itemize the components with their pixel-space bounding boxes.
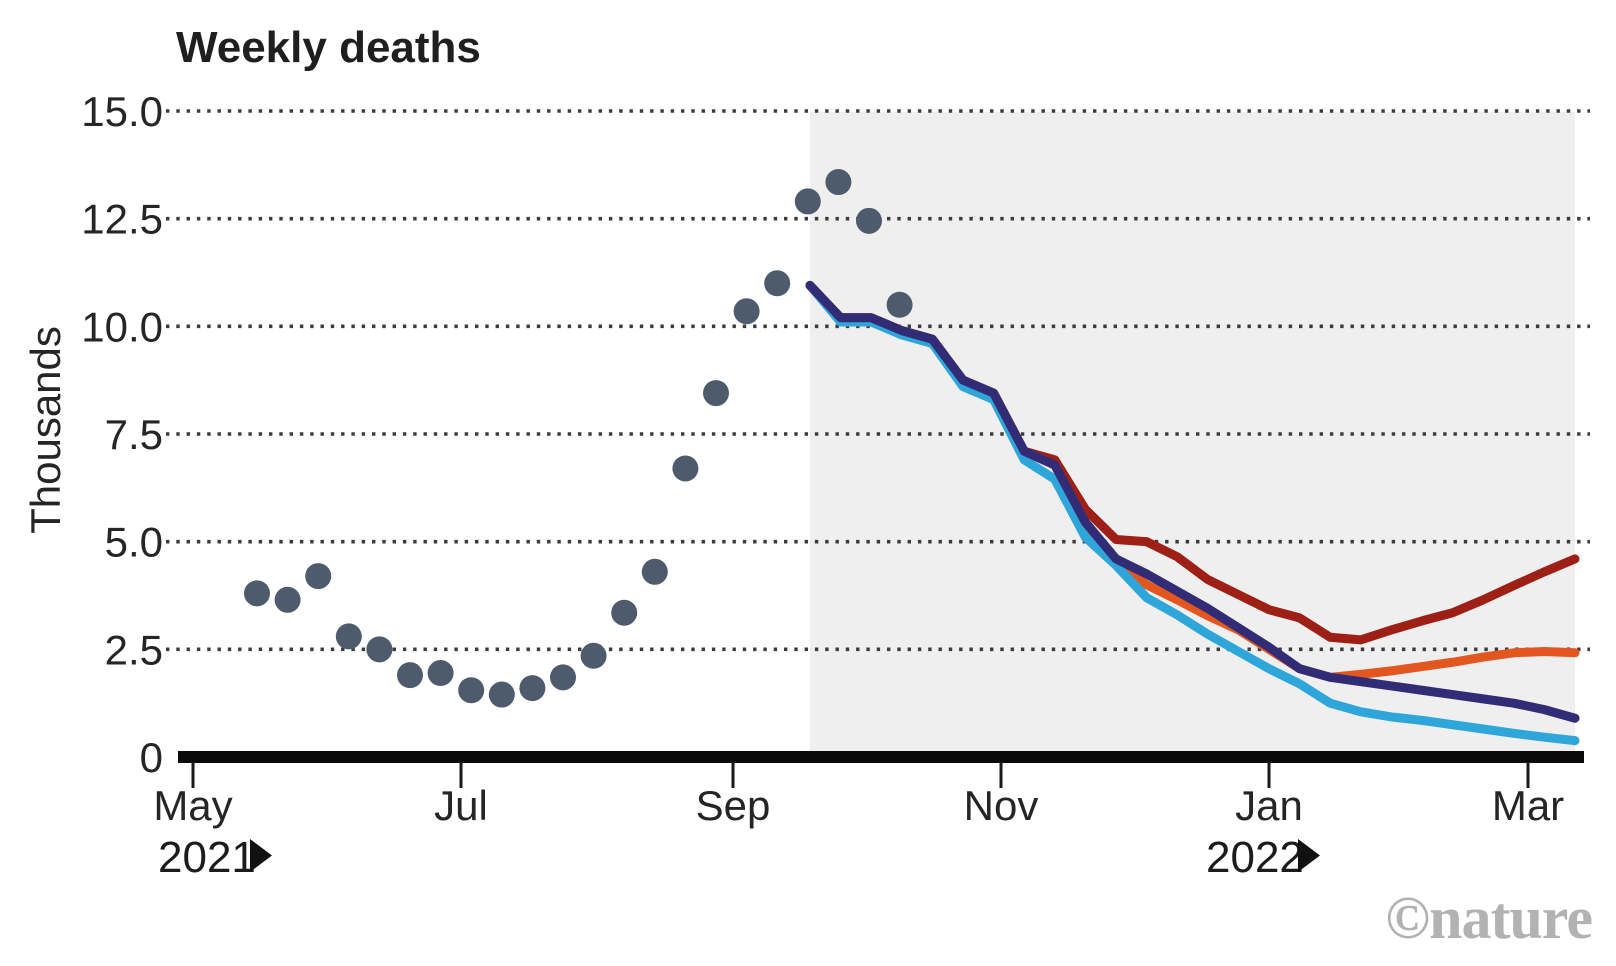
year-arrow-icon: [1298, 839, 1320, 872]
y-tick-label: 0: [140, 734, 163, 781]
x-axis-ticks: May Jul Sep Nov Jan Mar: [153, 762, 1564, 829]
scatter-point: [427, 660, 454, 687]
nature-watermark: ©nature: [1385, 885, 1592, 951]
scatter-point: [550, 664, 576, 691]
scatter-point: [580, 642, 607, 669]
scatter-point: [856, 207, 882, 234]
y-tick-label: 10.0: [81, 303, 163, 350]
year-arrow-icon: [250, 839, 272, 872]
scatter-point: [794, 188, 821, 215]
y-tick-label: 5.0: [105, 519, 163, 566]
scatter-point: [672, 455, 699, 482]
y-tick-label: 2.5: [105, 626, 163, 673]
scatter-point: [305, 563, 332, 590]
y-axis-title: Thousands: [22, 326, 69, 534]
scatter-point: [825, 169, 852, 196]
x-tick-label: Nov: [964, 782, 1039, 829]
scatter-point: [488, 681, 515, 708]
scatter-point: [519, 675, 546, 702]
y-tick-label: 12.5: [81, 196, 163, 243]
series-line-projection-navy: [805, 280, 1580, 723]
scatter-point: [274, 586, 301, 613]
projection-shaded-region: [810, 112, 1575, 755]
scatter-point: [397, 662, 423, 689]
x-tick-mark: [1267, 762, 1271, 788]
scatter-point: [244, 580, 270, 607]
x-tick-label: Sep: [696, 782, 771, 829]
x-tick-label: Mar: [1492, 782, 1564, 829]
x-tick-mark: [459, 762, 463, 788]
scatter-point: [611, 599, 638, 626]
scatter-point: [458, 677, 485, 704]
x-axis-line: [178, 751, 1584, 763]
x-tick-mark: [1526, 762, 1530, 788]
year-label-2021: 2021: [158, 833, 256, 882]
scatter-point: [703, 380, 729, 407]
x-tick-mark: [999, 762, 1003, 788]
y-tick-label: 7.5: [105, 411, 163, 458]
chart-title: Weekly deaths: [176, 23, 481, 72]
x-tick-label: May: [153, 782, 232, 829]
year-label-2022: 2022: [1206, 833, 1304, 882]
x-tick-label: Jan: [1235, 782, 1303, 829]
scatter-point: [733, 298, 760, 325]
y-axis-tick-labels: 15.0 12.5 10.0 7.5 5.0 2.5 0: [81, 88, 163, 781]
scatter-point: [366, 636, 393, 663]
scatter-point: [335, 623, 362, 650]
scatter-point: [641, 558, 668, 585]
observed-dots: [244, 169, 913, 708]
scatter-point: [886, 291, 913, 318]
scatter-point: [764, 270, 791, 297]
y-tick-label: 15.0: [81, 88, 163, 135]
x-tick-mark: [191, 762, 195, 788]
projection-lines: [805, 280, 1580, 746]
x-tick-mark: [731, 762, 735, 788]
x-tick-label: Jul: [434, 782, 488, 829]
